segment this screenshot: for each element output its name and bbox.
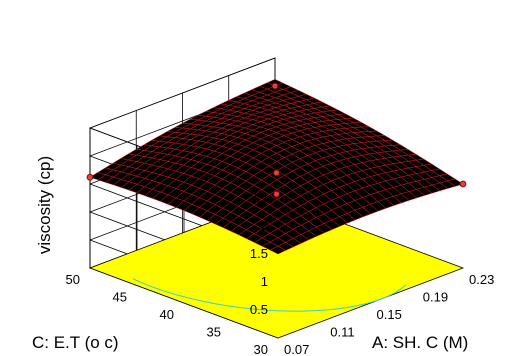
- response-surface: [89, 79, 464, 255]
- z-tick-label: 2.5: [250, 190, 268, 205]
- design-point: [86, 173, 94, 181]
- x-tick-label: 0.11: [330, 325, 354, 340]
- z-tick-label: 2: [261, 218, 268, 233]
- x-tick-label: 0.23: [469, 272, 494, 287]
- z-axis-label: viscosity (cp): [35, 156, 54, 254]
- surface-cell: [269, 245, 287, 255]
- y-tick-label: 30: [254, 342, 268, 356]
- z-tick-label: 1.5: [250, 246, 268, 261]
- z-tick-label: 1: [261, 274, 268, 289]
- y-tick-label: 35: [207, 325, 221, 340]
- z-tick-label: 0.5: [250, 302, 268, 317]
- design-point: [273, 190, 280, 198]
- design-point: [271, 82, 279, 90]
- tick-labels: 0.5 1 1.5 2 2.5 0.07 0.11 0.15 0.19 0.23 30 35 40 45 5…: [66, 190, 495, 356]
- y-tick-label: 45: [113, 290, 127, 305]
- y-axis-label: C: E.T (o c): [32, 333, 119, 352]
- x-tick-label: 0.19: [423, 290, 448, 305]
- design-point: [273, 169, 280, 177]
- y-tick-label: 50: [66, 272, 80, 287]
- x-tick-label: 0.15: [377, 307, 402, 322]
- x-tick-label: 0.07: [284, 342, 309, 356]
- y-tick-label: 40: [160, 307, 174, 322]
- contour-line: [132, 278, 407, 312]
- x-axis-label: A: SH. C (M): [372, 333, 468, 352]
- design-point: [459, 180, 467, 188]
- design-points: [86, 82, 467, 198]
